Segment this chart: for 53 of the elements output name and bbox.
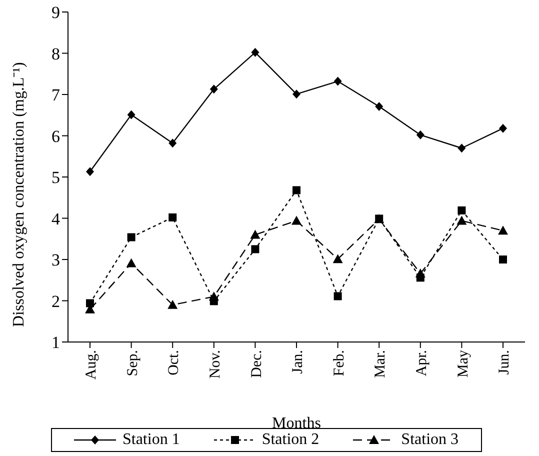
point bbox=[210, 84, 218, 94]
point bbox=[292, 90, 300, 99]
point bbox=[292, 216, 302, 225]
point bbox=[208, 292, 219, 301]
x-tick-label: Dec. bbox=[248, 350, 265, 378]
x-tick-label: Aug. bbox=[84, 350, 100, 380]
point bbox=[168, 213, 177, 222]
y-tick-label: 8 bbox=[52, 44, 60, 64]
point bbox=[499, 124, 507, 133]
y-tick-label: 4 bbox=[52, 209, 60, 228]
point bbox=[458, 206, 466, 214]
y-tick-label: 2 bbox=[52, 292, 60, 311]
point bbox=[126, 258, 136, 268]
point bbox=[332, 254, 343, 264]
point bbox=[86, 299, 94, 308]
point bbox=[498, 226, 508, 235]
point bbox=[458, 144, 466, 153]
point bbox=[334, 292, 342, 300]
x-tick-label: Oct. bbox=[166, 350, 182, 376]
x-tick-label: Mar. bbox=[372, 350, 389, 378]
point bbox=[375, 102, 384, 111]
x-tick-label: Nov. bbox=[208, 350, 224, 379]
point bbox=[416, 130, 424, 140]
y-axis-title: Dissolved oxygen concentration (mg.L⁻¹) bbox=[10, 62, 28, 327]
x-tick-label: Jan. bbox=[290, 350, 306, 374]
legend-label: Station 2 bbox=[262, 431, 320, 449]
y-tick-label: 3 bbox=[52, 250, 60, 270]
point bbox=[251, 245, 260, 254]
point bbox=[86, 167, 94, 176]
y-tick-label: 6 bbox=[52, 126, 60, 146]
x-tick-label: Apr. bbox=[414, 350, 430, 376]
point bbox=[168, 300, 178, 309]
x-tick-label: Sep. bbox=[124, 350, 141, 376]
x-axis-title: Months bbox=[272, 415, 321, 432]
point bbox=[251, 48, 260, 57]
point bbox=[415, 268, 426, 278]
point bbox=[499, 256, 507, 264]
y-tick-label: 5 bbox=[52, 168, 60, 188]
point bbox=[127, 110, 136, 120]
y-tick-label: 1 bbox=[52, 333, 60, 352]
x-tick-label: Feb. bbox=[331, 350, 348, 376]
point bbox=[250, 230, 260, 239]
legend-label: Station 1 bbox=[122, 431, 180, 449]
y-tick-label: 9 bbox=[52, 3, 60, 22]
legend-label: Station 3 bbox=[401, 431, 459, 449]
point bbox=[456, 216, 467, 225]
y-tick-label: 7 bbox=[52, 86, 60, 105]
x-tick-label: Jun. bbox=[496, 350, 513, 375]
x-tick-label: May bbox=[455, 350, 472, 378]
point bbox=[168, 138, 177, 148]
point bbox=[127, 233, 136, 242]
point bbox=[292, 186, 300, 194]
point bbox=[334, 76, 342, 86]
